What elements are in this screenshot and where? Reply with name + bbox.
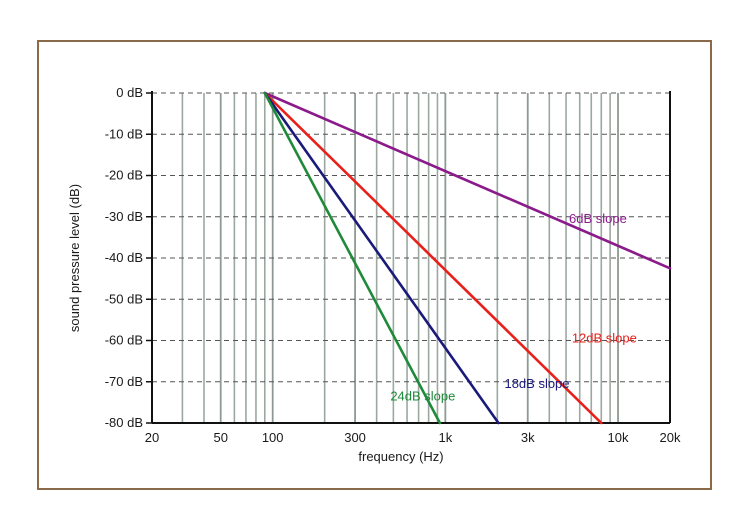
- x-tick-label: 300: [344, 430, 366, 445]
- y-tick-label: -50 dB: [105, 291, 143, 306]
- y-tick-label: 0 dB: [116, 85, 143, 100]
- x-tick-label: 1k: [438, 430, 452, 445]
- y-axis-title: sound pressure level (dB): [67, 184, 82, 332]
- x-tick-label: 3k: [521, 430, 535, 445]
- y-tick-label: -30 dB: [105, 209, 143, 224]
- x-tick-label: 10k: [608, 430, 629, 445]
- x-tick-label: 20k: [660, 430, 681, 445]
- chart-frame: [37, 40, 712, 490]
- y-tick-label: -80 dB: [105, 415, 143, 430]
- series-line: [263, 91, 442, 425]
- x-tick-label: 100: [262, 430, 284, 445]
- y-tick-label: -70 dB: [105, 374, 143, 389]
- series-line: [263, 91, 603, 425]
- y-tick-label: -20 dB: [105, 168, 143, 183]
- series-line: [263, 91, 500, 425]
- series-label: 24dB slope: [390, 388, 455, 403]
- series-label: 6dB slope: [569, 211, 627, 226]
- x-axis-title: frequency (Hz): [358, 449, 443, 464]
- x-tick-label: 50: [213, 430, 227, 445]
- series-line: [263, 91, 672, 270]
- x-tick-label: 20: [145, 430, 159, 445]
- series-label: 18dB slope: [504, 376, 569, 391]
- y-tick-label: -40 dB: [105, 250, 143, 265]
- y-tick-label: -10 dB: [105, 126, 143, 141]
- series-label: 12dB slope: [572, 331, 637, 346]
- y-tick-label: -60 dB: [105, 333, 143, 348]
